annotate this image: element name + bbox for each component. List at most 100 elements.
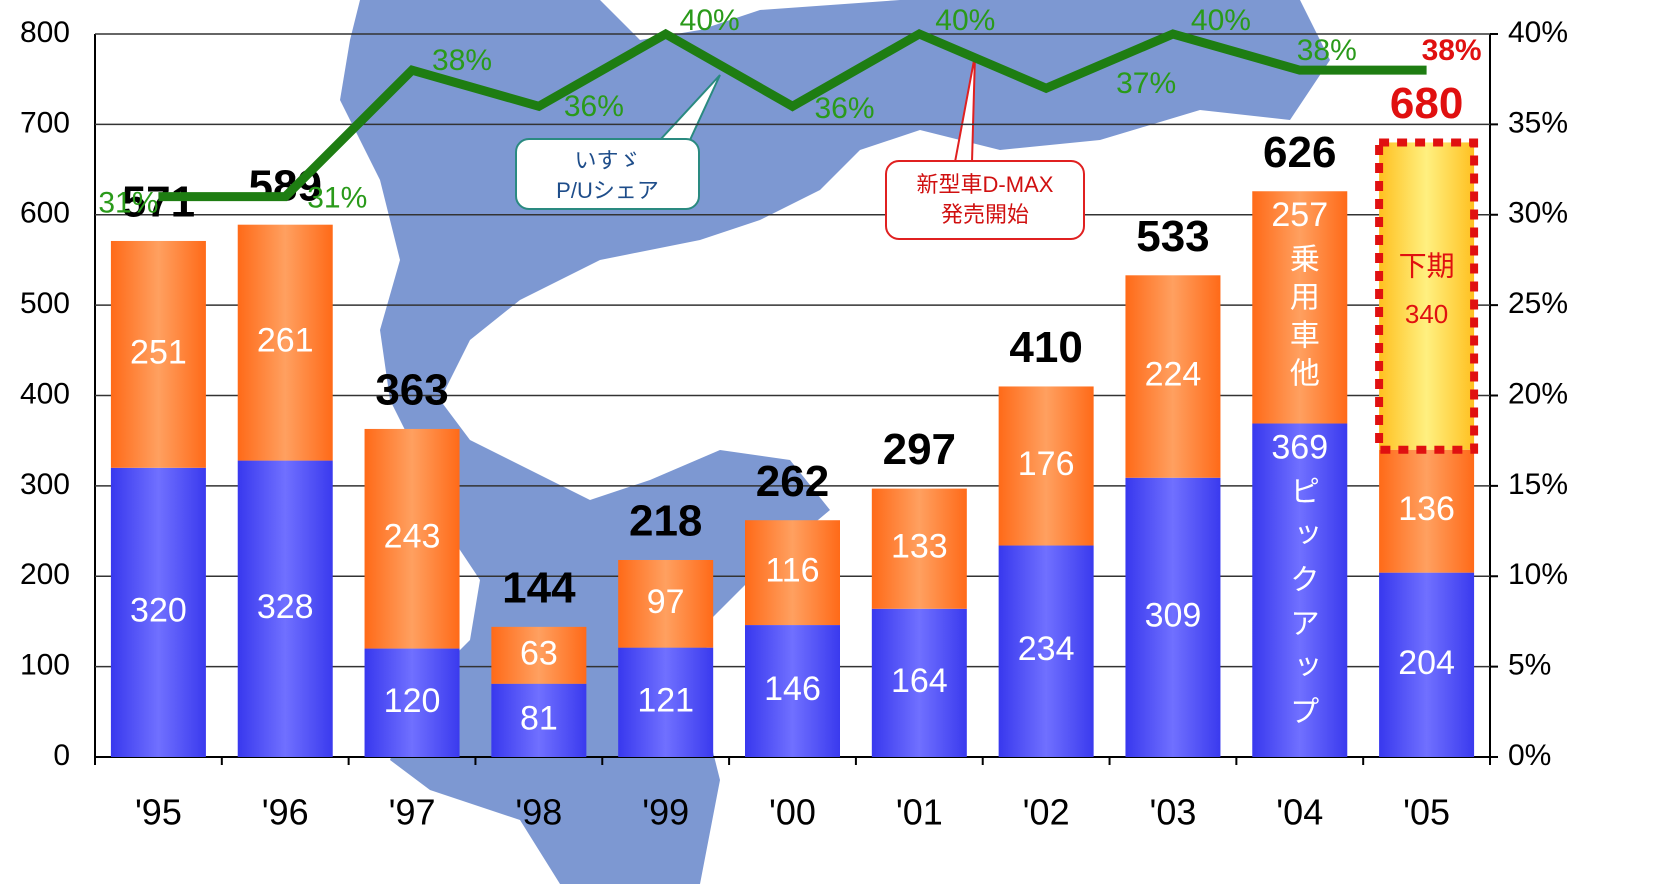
segment-label: 328	[257, 588, 314, 626]
share-label: 31%	[307, 182, 367, 215]
total-label: 410	[1009, 323, 1082, 372]
y2-tick-label: 10%	[1508, 558, 1568, 591]
dmax-callout: 新型車D-MAX 発売開始	[885, 160, 1085, 240]
x-tick-label: '99	[642, 792, 689, 833]
y-tick-label: 300	[20, 468, 70, 501]
total-label: 297	[883, 425, 956, 474]
y-tick-label: 600	[20, 197, 70, 230]
bar-segment	[237, 460, 333, 757]
share-callout: いすゞ P/Uシェア	[515, 138, 700, 210]
bar-segment	[491, 683, 587, 757]
segment-label: 146	[764, 670, 821, 708]
y2-tick-label: 40%	[1508, 16, 1568, 49]
y-tick-label: 100	[20, 649, 70, 682]
x-tick-label: '98	[515, 792, 562, 833]
segment-label: 309	[1145, 596, 1202, 634]
bar-segment	[364, 428, 460, 649]
segment-label: 133	[891, 528, 948, 566]
bar-segment	[237, 224, 333, 461]
series-name: 下期	[1399, 250, 1455, 281]
series-name: 乗用車他	[1285, 243, 1320, 395]
share-label: 40%	[680, 4, 740, 37]
bar-segment	[745, 625, 840, 757]
bar-segment	[1379, 449, 1475, 573]
segment-label: 63	[520, 634, 558, 672]
bar-segment	[1125, 477, 1221, 757]
x-tick-label: '04	[1276, 792, 1323, 833]
bar-segment	[1252, 423, 1348, 757]
bar-segment	[1252, 191, 1348, 424]
segment-label: 369	[1271, 429, 1328, 467]
bar-segment	[998, 545, 1094, 757]
bar-segment	[364, 648, 460, 757]
share-label: 40%	[935, 4, 995, 37]
y2-tick-label: 35%	[1508, 106, 1568, 139]
total-label: 363	[375, 366, 448, 415]
share-label: 36%	[814, 92, 874, 125]
total-label: 680	[1390, 79, 1463, 128]
bar-segment	[618, 647, 714, 757]
bar-segment	[110, 240, 206, 468]
x-tick-label: '95	[135, 792, 182, 833]
segment-label: 224	[1145, 356, 1202, 394]
segment-label: 120	[384, 682, 441, 720]
total-label: 571	[122, 178, 195, 227]
segment-label: 261	[257, 322, 314, 360]
segment-label: 176	[1018, 445, 1075, 483]
y2-tick-label: 0%	[1508, 739, 1551, 772]
share-label: 40%	[1191, 4, 1251, 37]
x-tick-label: '96	[262, 792, 309, 833]
bar-segment	[618, 559, 714, 648]
y-tick-label: 800	[20, 16, 70, 49]
y-tick-label: 0	[53, 739, 70, 772]
total-label: 626	[1263, 128, 1336, 177]
x-tick-label: '05	[1403, 792, 1450, 833]
segment-label: 234	[1018, 630, 1075, 668]
segment-label: 81	[520, 699, 558, 737]
segment-label: 204	[1398, 644, 1455, 682]
y-tick-label: 200	[20, 558, 70, 591]
highlight-frame	[1375, 138, 1479, 454]
bar-segment	[1379, 572, 1475, 757]
y2-tick-label: 25%	[1508, 287, 1568, 320]
map-background	[340, 0, 1330, 884]
y-tick-label: 400	[20, 377, 70, 410]
bar-segment	[110, 467, 206, 757]
segment-label: 121	[637, 681, 694, 719]
y-tick-label: 700	[20, 106, 70, 139]
bar-segment	[745, 520, 840, 626]
total-label: 144	[502, 563, 576, 612]
share-label: 38%	[1422, 34, 1482, 67]
share-label: 38%	[1297, 34, 1357, 67]
segment-label: 136	[1398, 490, 1455, 528]
total-label: 218	[629, 497, 702, 546]
segment-label: 340	[1405, 299, 1448, 329]
segment-label: 116	[765, 552, 819, 590]
y-tick-label: 500	[20, 287, 70, 320]
total-label: 533	[1136, 212, 1209, 261]
x-tick-label: '97	[389, 792, 436, 833]
x-tick-label: '00	[769, 792, 816, 833]
x-tick-label: '01	[896, 792, 943, 833]
bar-segment	[871, 488, 967, 609]
segment-label: 243	[384, 518, 441, 556]
series-name: ピックアップ	[1285, 476, 1318, 740]
x-tick-label: '02	[1023, 792, 1070, 833]
bar-segment	[998, 386, 1094, 546]
bar-segment	[1379, 142, 1475, 450]
share-line	[158, 28, 1427, 202]
y2-tick-label: 20%	[1508, 377, 1568, 410]
share-label: 31%	[98, 187, 158, 220]
share-label: 36%	[564, 90, 624, 123]
y2-tick-label: 15%	[1508, 468, 1568, 501]
y2-tick-label: 5%	[1508, 649, 1551, 682]
bar-segment	[1125, 275, 1221, 478]
bar-segment	[491, 626, 587, 684]
segment-label: 97	[647, 583, 685, 621]
segment-label: 320	[130, 591, 187, 629]
share-label: 38%	[432, 44, 492, 77]
bar-segment	[871, 608, 967, 757]
segment-label: 257	[1271, 196, 1328, 234]
